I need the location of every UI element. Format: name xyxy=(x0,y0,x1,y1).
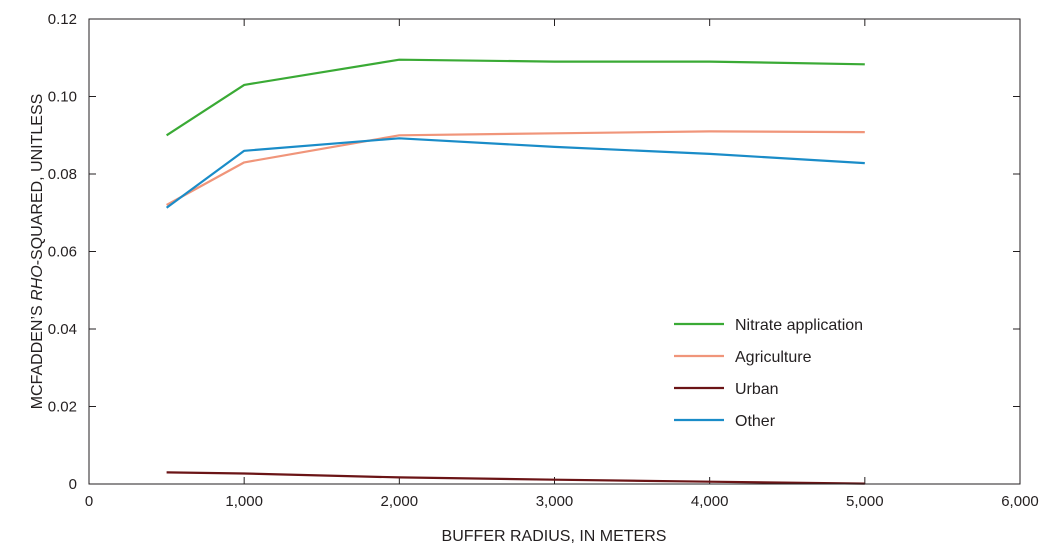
x-axis-title: BUFFER RADIUS, IN METERS xyxy=(442,528,667,545)
legend-label: Agriculture xyxy=(735,349,812,366)
series-line-1 xyxy=(166,130,865,206)
legend-label: Nitrate application xyxy=(735,317,863,334)
y-tick-label: 0.12 xyxy=(48,11,77,28)
x-tick-label: 2,000 xyxy=(381,493,419,510)
series-line-2 xyxy=(166,471,865,485)
plot-frame xyxy=(88,18,1021,485)
x-tick-label: 1,000 xyxy=(225,493,263,510)
legend-label: Other xyxy=(735,413,776,430)
y-axis-title-group: MCFADDEN’S RHO-SQUARED, UNITLESS xyxy=(29,94,46,410)
x-tick-label: 4,000 xyxy=(691,493,729,510)
legend: Nitrate application Agriculture Urban Other xyxy=(674,317,863,430)
y-axis-title: MCFADDEN’S RHO-SQUARED, UNITLESS xyxy=(29,94,46,410)
series-line-0 xyxy=(166,58,865,137)
x-tick-label: 3,000 xyxy=(536,493,574,510)
legend-label: Urban xyxy=(735,381,779,398)
y-axis-title-part: MCFADDEN’S xyxy=(29,301,46,409)
y-tick-label: 0.06 xyxy=(48,244,77,261)
y-tick-label: 0.04 xyxy=(48,321,77,338)
series-line-3 xyxy=(165,137,865,209)
x-tick-label: 6,000 xyxy=(1001,493,1039,510)
x-tick-label: 0 xyxy=(85,493,93,510)
ticks: 0 1,000 2,000 3,000 4,000 5,000 6,000 0 0.02 0.04… xyxy=(48,11,1039,510)
y-axis-title-part: -SQUARED, UNITLESS xyxy=(29,94,46,266)
series-lines xyxy=(165,58,865,485)
y-tick-label: 0.02 xyxy=(48,399,77,416)
y-tick-label: 0 xyxy=(69,476,77,493)
y-tick-label: 0.08 xyxy=(48,166,77,183)
x-tick-label: 5,000 xyxy=(846,493,884,510)
y-axis-title-part: RHO xyxy=(29,265,46,301)
y-tick-label: 0.10 xyxy=(48,89,77,106)
